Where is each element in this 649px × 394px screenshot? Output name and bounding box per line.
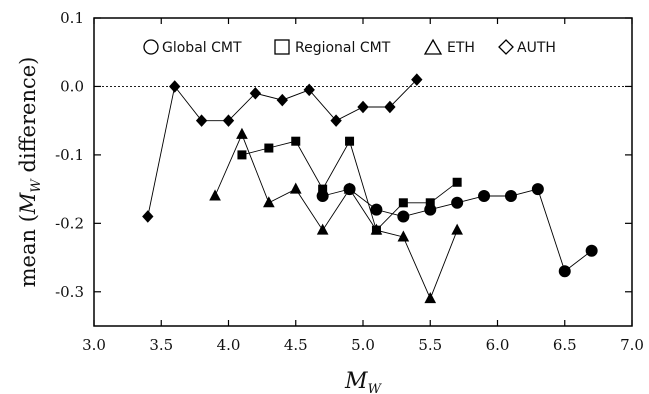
data-point-eth [424,292,437,304]
x-tick-label: 6.0 [486,336,510,354]
x-tick-label: 3.5 [149,336,173,354]
legend: Global CMT Regional CMT ETH AUTH [143,38,556,56]
x-tick-label: 3.0 [82,336,106,354]
series-eth [209,127,463,304]
tick-layer: 3.0 3.5 4.0 4.5 5.0 5.5 6.0 6.5 7.0 0.1 0.0 -0.1 -0.… [55,9,644,354]
series-auth [142,73,423,223]
series-line-eth [214,133,458,300]
data-point-global-cmt [478,189,491,202]
x-axis-title-sub: W [368,382,383,394]
data-point-auth [357,100,369,114]
data-point-eth [370,223,383,235]
data-point-auth [330,114,342,127]
x-tick-label: 4.0 [217,336,241,354]
data-point-eth [397,230,410,242]
data-point-auth [195,114,208,127]
data-point-auth [249,87,262,100]
data-point-auth [142,210,154,223]
series-layer [142,73,598,304]
y-axis-title-pre: mean ( [16,214,40,287]
data-point-global-cmt [504,189,517,202]
y-axis-title-post: difference) [16,57,40,180]
data-point-regional-cmt [425,198,435,208]
x-tick-label: 7.0 [620,336,644,354]
data-point-global-cmt [558,265,571,278]
data-point-global-cmt [397,210,410,223]
data-point-auth [384,100,396,114]
y-tick-label: -0.2 [55,214,84,232]
data-point-regional-cmt [398,198,408,208]
data-point-regional-cmt [237,150,247,160]
data-point-eth [236,127,248,139]
y-axis-title-sub: W [29,178,44,193]
x-tick-label: 6.5 [553,336,577,354]
data-point-auth [222,114,235,127]
legend-marker-eth [423,38,443,55]
data-point-auth [303,83,315,97]
data-point-global-cmt [531,183,544,196]
y-axis-title: mean (MW difference) [16,57,44,288]
data-point-global-cmt [585,244,598,257]
legend-marker-auth [498,39,514,55]
data-point-global-cmt [451,196,464,209]
data-point-eth [343,182,356,194]
data-point-auth [276,93,288,107]
x-tick-label: 5.0 [351,336,375,354]
data-point-eth [451,223,463,235]
legend-label-regional-cmt: Regional CMT [295,40,391,56]
y-axis-title-main: M [16,192,40,215]
plot-frame [93,17,633,327]
data-point-auth [169,80,181,93]
legend-marker-global-cmt [143,39,159,55]
legend-label-auth: AUTH [517,40,556,56]
data-point-eth [209,189,221,201]
data-point-regional-cmt [291,136,301,146]
y-tick-label: -0.3 [55,283,84,301]
y-tick-label: -0.1 [55,146,84,164]
x-tick-label: 4.5 [284,336,308,354]
legend-label-eth: ETH [447,40,475,56]
y-tick-label: 0.1 [60,9,84,27]
legend-marker-regional-cmt [274,39,290,55]
data-point-regional-cmt [452,177,462,187]
data-point-regional-cmt [264,143,274,153]
data-point-eth [263,196,275,208]
data-point-eth [316,223,329,235]
data-point-auth [411,73,423,86]
x-axis-title-main: M [344,369,368,394]
data-point-eth [289,182,302,194]
data-point-regional-cmt [345,136,355,146]
x-axis-title: MW [344,369,383,394]
data-point-regional-cmt [318,184,328,194]
y-tick-label: 0.0 [60,77,84,95]
legend-label-global-cmt: Global CMT [162,40,242,56]
data-point-global-cmt [370,203,383,216]
x-tick-label: 5.5 [418,336,442,354]
